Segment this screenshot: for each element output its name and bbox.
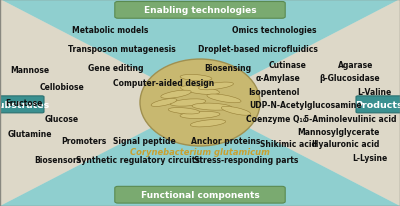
Ellipse shape: [140, 60, 260, 146]
Polygon shape: [0, 0, 400, 103]
Ellipse shape: [221, 107, 251, 116]
Text: Stress-responding parts: Stress-responding parts: [194, 155, 298, 164]
Ellipse shape: [161, 91, 191, 99]
Polygon shape: [200, 0, 400, 206]
Text: 5-Aminolevulinic acid: 5-Aminolevulinic acid: [304, 114, 396, 123]
Text: Biosensors: Biosensors: [34, 155, 82, 164]
Text: Metabolic models: Metabolic models: [72, 25, 148, 34]
Text: Enabling technologies: Enabling technologies: [144, 6, 256, 15]
Text: Cellobiose: Cellobiose: [40, 83, 84, 92]
Text: Shikimic acid: Shikimic acid: [260, 140, 316, 149]
Text: Biosensing: Biosensing: [204, 63, 252, 73]
Text: Substrates: Substrates: [0, 100, 50, 109]
Text: Coenzyme Q₁₀: Coenzyme Q₁₀: [246, 114, 306, 123]
Text: Glucose: Glucose: [45, 114, 79, 123]
Polygon shape: [0, 0, 200, 206]
Text: Isopentenol: Isopentenol: [248, 87, 300, 96]
Text: Agarase: Agarase: [338, 60, 374, 69]
Text: Mannosylglycerate: Mannosylglycerate: [297, 127, 379, 136]
FancyBboxPatch shape: [356, 96, 400, 113]
Text: Corynebacterium glutamicum: Corynebacterium glutamicum: [130, 147, 270, 156]
Ellipse shape: [180, 112, 220, 119]
Text: L-Lysine: L-Lysine: [352, 153, 388, 162]
Text: Fructose: Fructose: [5, 98, 43, 108]
Text: Transposon mutagenesis: Transposon mutagenesis: [68, 45, 176, 54]
Text: UDP-N-Acetylglucosamine: UDP-N-Acetylglucosamine: [250, 101, 362, 110]
Ellipse shape: [190, 120, 226, 127]
Text: L-Valine: L-Valine: [357, 87, 391, 96]
Text: Droplet-based microfluidics: Droplet-based microfluidics: [198, 45, 318, 54]
Text: Anchor proteins: Anchor proteins: [191, 137, 261, 146]
Text: Functional components: Functional components: [141, 190, 259, 199]
Ellipse shape: [151, 99, 177, 107]
Text: Hyaluronic acid: Hyaluronic acid: [312, 140, 380, 149]
Text: Promoters: Promoters: [61, 137, 107, 146]
Text: Mannose: Mannose: [10, 66, 50, 75]
FancyBboxPatch shape: [115, 186, 285, 203]
Text: Signal peptide: Signal peptide: [113, 137, 175, 146]
Ellipse shape: [170, 99, 206, 107]
Text: Products: Products: [355, 100, 400, 109]
Ellipse shape: [168, 108, 200, 114]
Ellipse shape: [207, 95, 241, 103]
Text: Cutinase: Cutinase: [269, 60, 307, 69]
FancyBboxPatch shape: [0, 96, 44, 113]
Text: Gene editing: Gene editing: [88, 63, 144, 73]
Text: Computer-aided design: Computer-aided design: [113, 79, 215, 88]
Text: β-Glucosidase: β-Glucosidase: [320, 74, 380, 83]
Ellipse shape: [198, 83, 234, 90]
Ellipse shape: [180, 86, 220, 95]
Text: Synthetic regulatory circuits: Synthetic regulatory circuits: [76, 155, 200, 164]
Ellipse shape: [192, 104, 232, 111]
Text: α-Amylase: α-Amylase: [256, 74, 300, 83]
Text: Omics technologies: Omics technologies: [232, 25, 316, 34]
Polygon shape: [0, 103, 400, 206]
FancyBboxPatch shape: [115, 2, 285, 19]
Text: Glutamine: Glutamine: [8, 129, 52, 138]
Ellipse shape: [180, 75, 212, 81]
